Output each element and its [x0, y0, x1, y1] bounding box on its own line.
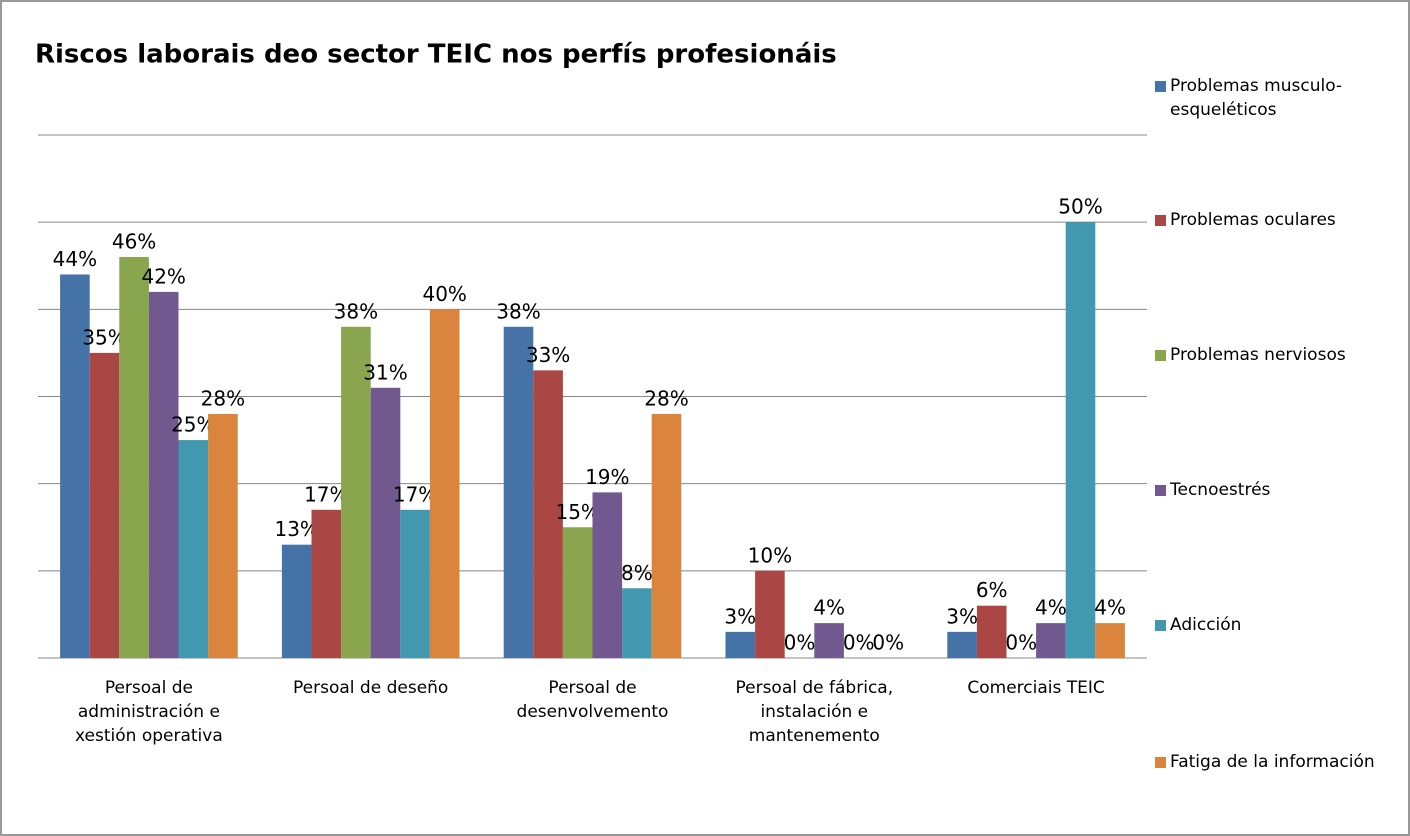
legend-swatch — [1155, 485, 1166, 496]
bar — [311, 509, 342, 658]
bar — [562, 527, 593, 658]
bar — [592, 492, 623, 658]
chart-title: Riscos laborais deo sector TEIC nos perf… — [35, 40, 837, 70]
legend-item: Adicción — [1155, 613, 1385, 637]
x-tick-label: Persoal de fábrica, instalación e manten… — [735, 678, 894, 746]
data-label: 44% — [53, 247, 97, 271]
bar — [119, 257, 149, 658]
bar — [533, 370, 563, 658]
bar — [208, 413, 238, 658]
bar — [1036, 623, 1066, 658]
bar — [178, 440, 209, 658]
data-label: 8% — [621, 561, 653, 585]
data-label: 0% — [1005, 631, 1037, 655]
data-label: 4% — [1035, 596, 1067, 620]
bar — [89, 352, 120, 658]
legend-label: Tecnoestrés — [1170, 480, 1271, 500]
bar — [976, 605, 1007, 658]
legend-swatch — [1155, 620, 1166, 631]
data-label: 40% — [422, 282, 466, 306]
bar — [651, 413, 682, 658]
legend-item: Tecnoestrés — [1155, 478, 1385, 502]
bar — [947, 631, 977, 658]
bar — [341, 326, 371, 658]
legend-swatch — [1155, 757, 1166, 768]
x-tick-label: Persoal de desenvolvemento — [516, 678, 669, 722]
data-label: 38% — [496, 299, 540, 323]
x-tick-label: Persoal de administración e xestión oper… — [75, 678, 223, 746]
data-label: 31% — [363, 360, 407, 384]
bar — [622, 588, 652, 658]
legend-label: Problemas nerviosos — [1170, 345, 1346, 365]
bar — [370, 387, 401, 658]
bar — [503, 326, 534, 658]
legend-item: Problemas nerviosos — [1155, 343, 1385, 367]
data-label: 0% — [843, 631, 875, 655]
bar — [60, 274, 90, 658]
bar — [429, 309, 460, 658]
legend-label: Problemas oculares — [1170, 210, 1336, 230]
data-label: 0% — [784, 631, 816, 655]
data-label: 38% — [334, 299, 378, 323]
data-label: 19% — [585, 465, 629, 489]
data-label: 46% — [112, 230, 156, 254]
data-label: 4% — [1094, 596, 1126, 620]
data-label: 10% — [748, 543, 792, 567]
bar — [148, 291, 179, 658]
bar — [814, 623, 844, 658]
data-label: 28% — [644, 386, 688, 410]
data-label: 3% — [946, 604, 978, 628]
data-label: 3% — [724, 604, 756, 628]
bar — [1065, 222, 1096, 658]
data-label: 42% — [141, 264, 185, 288]
data-label: 50% — [1058, 195, 1102, 219]
data-label: 28% — [201, 386, 245, 410]
legend-swatch — [1155, 350, 1166, 361]
legend-label: Fatiga de la información — [1170, 752, 1375, 772]
bar — [755, 570, 785, 658]
bar — [281, 544, 312, 658]
data-label: 4% — [813, 596, 845, 620]
x-tick-label: Comerciais TEIC — [967, 678, 1105, 698]
bar — [725, 631, 756, 658]
data-label: 6% — [976, 578, 1008, 602]
data-label: 0% — [872, 631, 904, 655]
legend-swatch — [1155, 81, 1166, 92]
bar — [1095, 623, 1125, 658]
legend-item: Problemas oculares — [1155, 208, 1385, 232]
legend-item: Problemas musculo-esqueléticos — [1155, 74, 1385, 122]
legend-swatch — [1155, 215, 1166, 226]
bar — [400, 509, 430, 658]
data-label: 33% — [526, 343, 570, 367]
legend-label: Problemas musculo-esqueléticos — [1170, 76, 1343, 120]
legend-item: Fatiga de la información — [1155, 750, 1385, 774]
x-tick-label: Persoal de deseño — [293, 678, 449, 698]
legend-label: Adicción — [1170, 615, 1242, 635]
